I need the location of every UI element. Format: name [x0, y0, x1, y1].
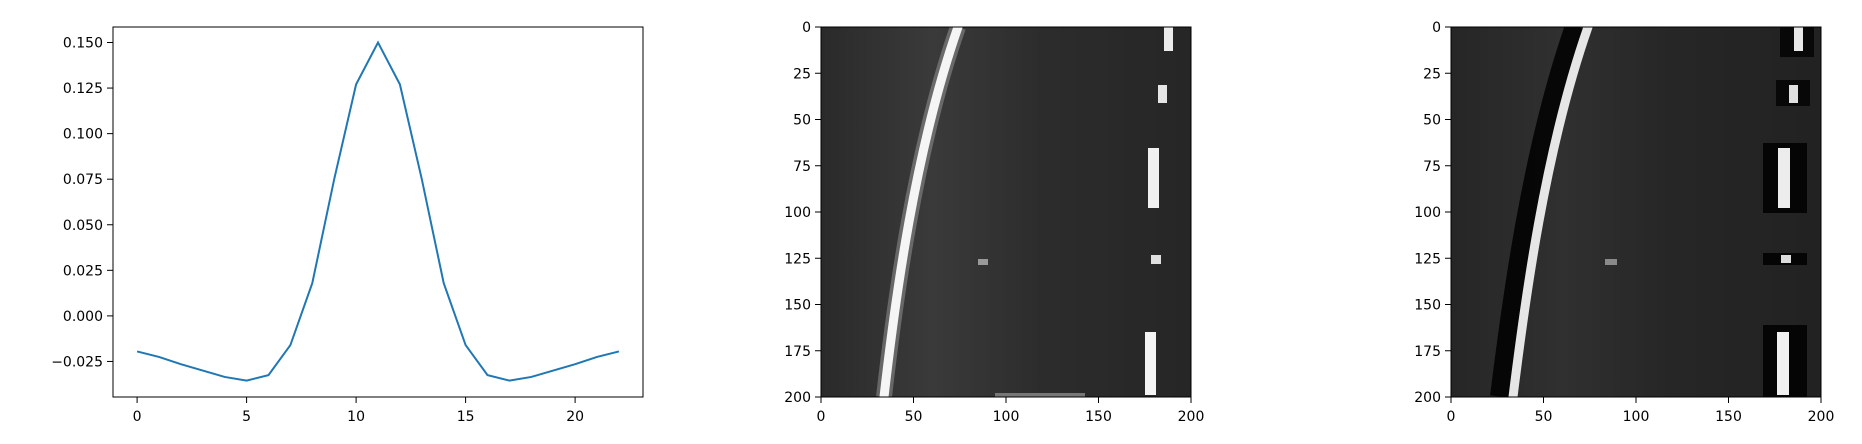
y-tick-label: 75 — [793, 159, 811, 175]
image-panel-2: 0 50 100 150 200 0 25 50 75 100 125 150 175 200 — [1414, 20, 1834, 425]
y-tick-label: 0.000 — [63, 309, 103, 325]
x-axis-ticks: 0 50 100 150 200 — [817, 397, 1205, 425]
y-tick-label: 25 — [1423, 66, 1441, 82]
x-tick-label: 100 — [1623, 409, 1650, 425]
axes-frame — [112, 26, 644, 398]
y-tick-label: 0 — [802, 20, 811, 36]
x-tick-label: 5 — [242, 409, 251, 425]
y-tick-label: 125 — [784, 251, 811, 267]
x-tick-label: 150 — [1715, 409, 1742, 425]
y-tick-label: 200 — [784, 390, 811, 406]
grayscale-image-1 — [821, 27, 1191, 397]
y-tick-label: 0.050 — [63, 218, 103, 234]
lane-line-left — [1508, 27, 1593, 397]
lane-dash — [1145, 332, 1156, 395]
lane-dash — [1151, 255, 1161, 264]
y-axis-ticks: 0 25 50 75 100 125 150 175 200 — [1414, 20, 1451, 406]
road-mark — [1605, 259, 1617, 265]
y-tick-label: 100 — [1414, 205, 1441, 221]
x-tick-label: 10 — [347, 409, 365, 425]
lane-dash — [1158, 85, 1167, 103]
x-tick-label: 0 — [133, 409, 142, 425]
y-tick-label: 175 — [784, 344, 811, 360]
y-tick-label: 0.125 — [63, 81, 103, 97]
lane-dash — [1781, 255, 1791, 263]
road-mark — [978, 259, 988, 265]
y-tick-label: 75 — [1423, 159, 1441, 175]
y-tick-label: 50 — [1423, 113, 1441, 129]
y-tick-label: 25 — [793, 66, 811, 82]
y-tick-label: 0.025 — [63, 263, 103, 279]
lane-dash — [1794, 27, 1803, 51]
lane-dash — [1148, 148, 1159, 208]
y-tick-label: 150 — [784, 298, 811, 314]
y-tick-label: 175 — [1414, 344, 1441, 360]
y-tick-label: 0.150 — [63, 35, 103, 51]
y-tick-label: 100 — [784, 205, 811, 221]
x-tick-label: 150 — [1085, 409, 1112, 425]
y-tick-label: 50 — [793, 113, 811, 129]
y-tick-label: 0.075 — [63, 172, 103, 188]
x-tick-label: 0 — [1447, 409, 1456, 425]
lane-dash — [1777, 332, 1789, 395]
y-tick-label: 0 — [1432, 20, 1441, 36]
y-axis-ticks: 0 25 50 75 100 125 150 175 200 — [784, 20, 821, 406]
lane-dash — [1789, 85, 1798, 103]
y-tick-label: −0.025 — [51, 354, 103, 370]
x-tick-label: 200 — [1808, 409, 1835, 425]
y-tick-label: 200 — [1414, 390, 1441, 406]
x-tick-label: 100 — [993, 409, 1020, 425]
line-chart-panel: 0 5 10 15 20 0.1500.1250.1000.0750.0500.0250… — [51, 26, 644, 425]
road-mark — [995, 393, 1085, 397]
grayscale-image-2 — [1451, 27, 1821, 397]
y-tick-label: 0.100 — [63, 127, 103, 143]
plot-area — [113, 27, 643, 397]
x-axis-ticks: 0 50 100 150 200 — [1447, 397, 1835, 425]
x-axis-ticks: 0 5 10 15 20 — [133, 397, 584, 425]
y-tick-label: 125 — [1414, 251, 1441, 267]
x-tick-label: 0 — [817, 409, 826, 425]
image-panel-1: 0 50 100 150 200 0 25 50 75 100 125 150 175 200 — [784, 20, 1204, 425]
x-tick-label: 200 — [1178, 409, 1205, 425]
x-tick-label: 20 — [566, 409, 584, 425]
lane-dash — [1778, 148, 1790, 208]
series-line — [136, 40, 620, 382]
x-tick-label: 50 — [1535, 409, 1553, 425]
lane-dash — [1164, 27, 1173, 51]
y-tick-label: 150 — [1414, 298, 1441, 314]
x-tick-label: 15 — [457, 409, 475, 425]
y-axis-ticks: 0.150 0.125 0.100 0.075 0.050 0.025 0.000 −0.02… — [51, 35, 113, 370]
lane-line-left — [879, 27, 963, 397]
x-tick-label: 50 — [905, 409, 923, 425]
